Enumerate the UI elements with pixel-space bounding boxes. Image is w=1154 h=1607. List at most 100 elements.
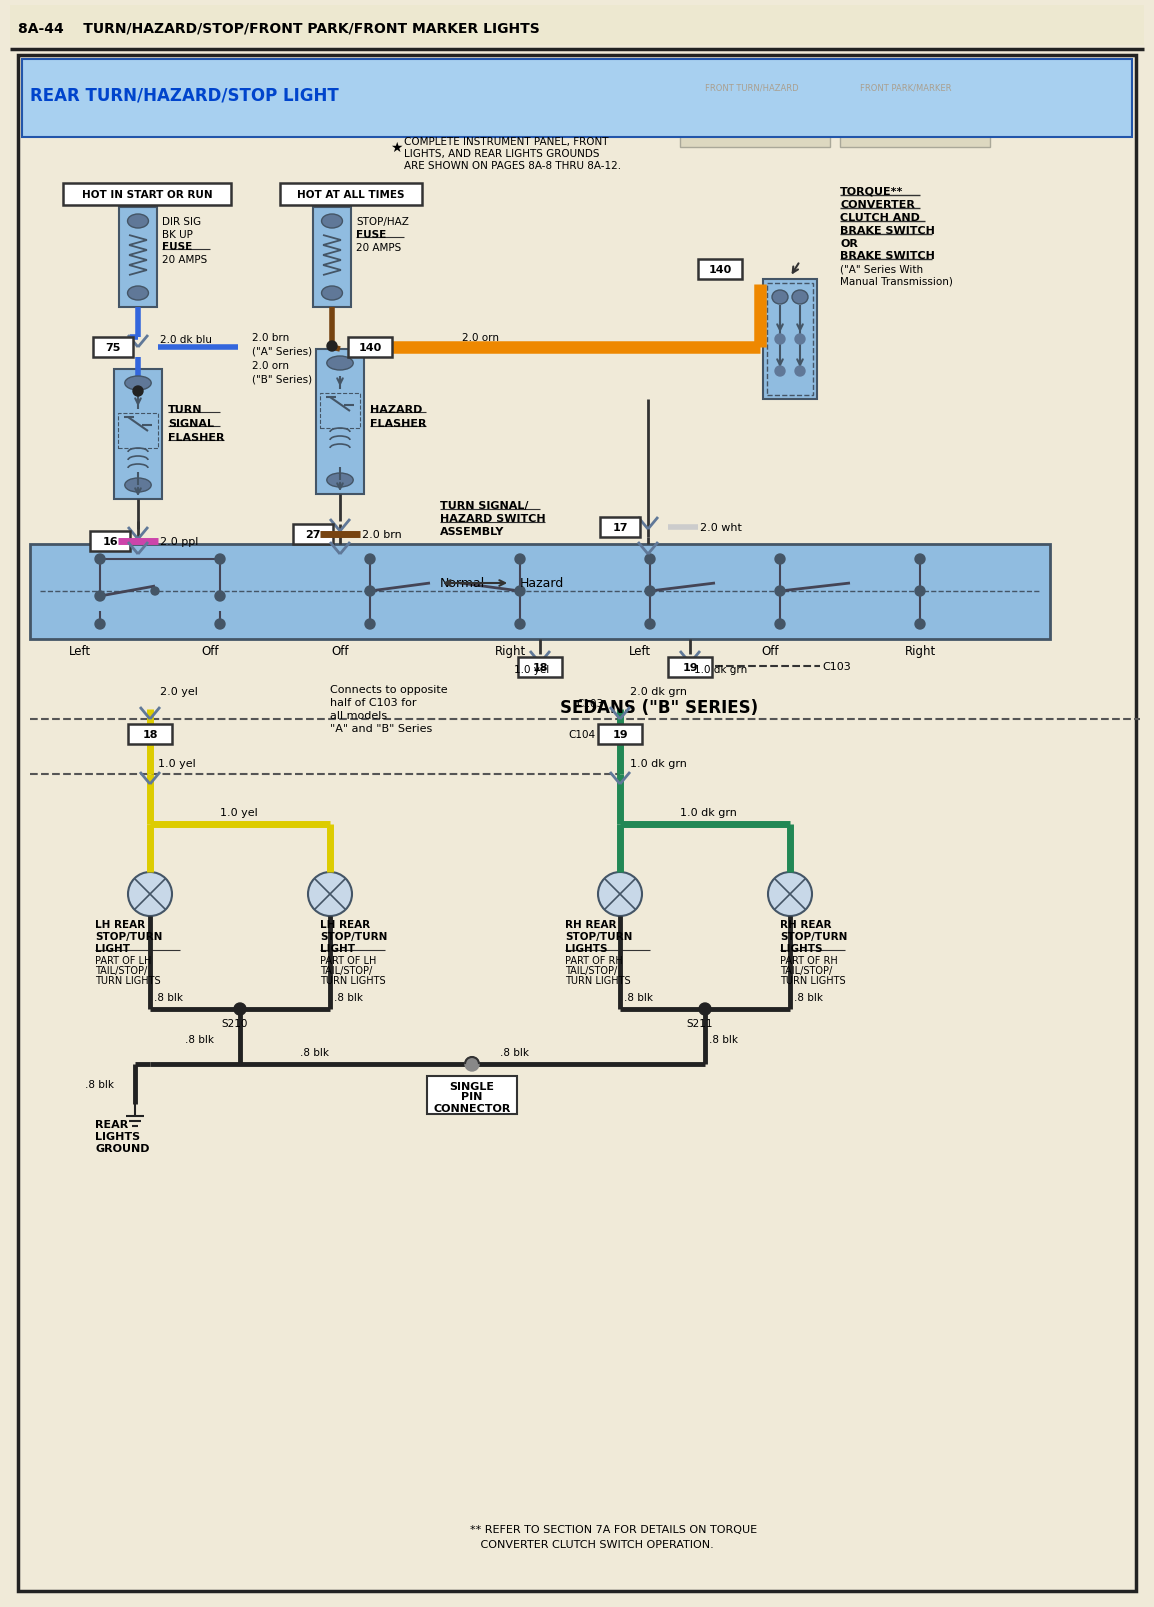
Ellipse shape bbox=[128, 286, 149, 301]
Text: FLASHER: FLASHER bbox=[370, 419, 427, 429]
Text: 8A-44    TURN/HAZARD/STOP/FRONT PARK/FRONT MARKER LIGHTS: 8A-44 TURN/HAZARD/STOP/FRONT PARK/FRONT … bbox=[18, 21, 540, 35]
Text: LIGHTS: LIGHTS bbox=[780, 943, 823, 953]
Text: CONNECTOR: CONNECTOR bbox=[433, 1104, 511, 1114]
Text: "A" and "B" Series: "A" and "B" Series bbox=[330, 723, 433, 733]
Text: CONVERTER: CONVERTER bbox=[840, 199, 915, 211]
Text: .8 blk: .8 blk bbox=[794, 993, 823, 1003]
Text: LIGHT: LIGHT bbox=[95, 943, 130, 953]
Bar bbox=[668, 657, 712, 678]
Text: Hazard: Hazard bbox=[520, 577, 564, 590]
Text: LH REAR: LH REAR bbox=[320, 919, 370, 929]
Bar bbox=[598, 725, 642, 744]
Circle shape bbox=[465, 1057, 479, 1072]
Circle shape bbox=[515, 620, 525, 630]
Circle shape bbox=[915, 587, 926, 596]
Text: Off: Off bbox=[331, 644, 349, 659]
Circle shape bbox=[95, 554, 105, 564]
Bar bbox=[767, 284, 814, 395]
Circle shape bbox=[365, 554, 375, 564]
Text: Off: Off bbox=[201, 644, 219, 659]
Circle shape bbox=[308, 873, 352, 916]
Circle shape bbox=[645, 554, 655, 564]
Bar bbox=[114, 370, 162, 500]
Text: CONVERTER CLUTCH SWITCH OPERATION.: CONVERTER CLUTCH SWITCH OPERATION. bbox=[470, 1540, 714, 1549]
Text: HOT AT ALL TIMES: HOT AT ALL TIMES bbox=[298, 190, 405, 199]
Text: .8 blk: .8 blk bbox=[185, 1035, 213, 1045]
Text: TURN LIGHTS: TURN LIGHTS bbox=[780, 975, 846, 985]
Text: 2.0 wht: 2.0 wht bbox=[700, 522, 742, 532]
Text: LIGHT: LIGHT bbox=[320, 943, 355, 953]
Text: TAIL/STOP/: TAIL/STOP/ bbox=[95, 966, 148, 975]
Text: 2.0 orn: 2.0 orn bbox=[252, 362, 288, 371]
Text: OR: OR bbox=[840, 239, 857, 249]
Bar bbox=[313, 207, 351, 309]
Text: FRONT PARK/MARKER: FRONT PARK/MARKER bbox=[860, 84, 952, 93]
Text: GROUND: GROUND bbox=[95, 1143, 150, 1154]
Text: TAIL/STOP/: TAIL/STOP/ bbox=[320, 966, 373, 975]
Text: TURN LIGHTS: TURN LIGHTS bbox=[565, 975, 630, 985]
Text: HAZARD SWITCH: HAZARD SWITCH bbox=[440, 514, 546, 524]
Text: PART OF LH: PART OF LH bbox=[95, 956, 151, 966]
Text: CLUTCH AND: CLUTCH AND bbox=[840, 212, 920, 223]
Text: 1.0 dk grn: 1.0 dk grn bbox=[630, 759, 687, 768]
Bar bbox=[698, 260, 742, 280]
Circle shape bbox=[775, 334, 785, 346]
Text: BRAKE SWITCH: BRAKE SWITCH bbox=[840, 227, 935, 236]
Text: Right: Right bbox=[494, 644, 525, 659]
Bar bbox=[93, 337, 133, 358]
Text: 17: 17 bbox=[613, 522, 628, 532]
Circle shape bbox=[215, 554, 225, 564]
Text: STOP/TURN: STOP/TURN bbox=[95, 932, 163, 942]
Text: Left: Left bbox=[69, 644, 91, 659]
Text: SINGLE: SINGLE bbox=[450, 1082, 495, 1091]
Text: PART OF LH: PART OF LH bbox=[320, 956, 376, 966]
Text: .8 blk: .8 blk bbox=[709, 1035, 739, 1045]
Text: PART OF RH: PART OF RH bbox=[565, 956, 623, 966]
Text: RH REAR: RH REAR bbox=[565, 919, 616, 929]
Text: 2.0 ppl: 2.0 ppl bbox=[160, 537, 198, 546]
Circle shape bbox=[915, 620, 926, 630]
Circle shape bbox=[128, 873, 172, 916]
Circle shape bbox=[645, 620, 655, 630]
Text: TURN LIGHTS: TURN LIGHTS bbox=[320, 975, 385, 985]
Text: TURN SIGNAL/: TURN SIGNAL/ bbox=[440, 501, 529, 511]
Text: TURN LIGHTS: TURN LIGHTS bbox=[95, 975, 160, 985]
Circle shape bbox=[775, 587, 785, 596]
Text: .8 blk: .8 blk bbox=[300, 1048, 329, 1057]
Text: TORQUE**: TORQUE** bbox=[840, 186, 904, 198]
Circle shape bbox=[133, 387, 143, 397]
Text: LIGHTS: LIGHTS bbox=[95, 1131, 140, 1141]
Circle shape bbox=[515, 554, 525, 564]
Text: 140: 140 bbox=[709, 265, 732, 275]
Text: ** REFER TO SECTION 7A FOR DETAILS ON TORQUE: ** REFER TO SECTION 7A FOR DETAILS ON TO… bbox=[470, 1523, 757, 1535]
Text: Manual Transmission): Manual Transmission) bbox=[840, 276, 953, 286]
Text: ("A" Series With: ("A" Series With bbox=[840, 265, 923, 275]
Text: BK UP: BK UP bbox=[162, 230, 193, 239]
Text: 2.0 yel: 2.0 yel bbox=[160, 686, 197, 696]
Bar bbox=[30, 545, 1050, 640]
Bar bbox=[316, 350, 364, 495]
Ellipse shape bbox=[322, 215, 343, 228]
Text: SEDANS ("B" SERIES): SEDANS ("B" SERIES) bbox=[560, 699, 758, 717]
Text: DIR SIG: DIR SIG bbox=[162, 217, 201, 227]
Circle shape bbox=[598, 873, 642, 916]
Circle shape bbox=[151, 588, 159, 596]
Text: ("B" Series): ("B" Series) bbox=[252, 374, 312, 384]
Text: Off: Off bbox=[762, 644, 779, 659]
Bar bbox=[349, 337, 392, 358]
Bar bbox=[518, 657, 562, 678]
Circle shape bbox=[645, 587, 655, 596]
Text: Left: Left bbox=[629, 644, 651, 659]
Circle shape bbox=[775, 554, 785, 564]
Circle shape bbox=[365, 587, 375, 596]
Text: REAR TURN/HAZARD/STOP LIGHT: REAR TURN/HAZARD/STOP LIGHT bbox=[30, 85, 339, 104]
Bar bbox=[840, 67, 990, 148]
Circle shape bbox=[699, 1003, 711, 1016]
Ellipse shape bbox=[792, 291, 808, 305]
Bar bbox=[63, 183, 231, 206]
Text: REAR: REAR bbox=[95, 1120, 128, 1130]
Circle shape bbox=[234, 1003, 246, 1016]
Bar bbox=[320, 394, 360, 429]
Circle shape bbox=[215, 620, 225, 630]
Text: 1.0 dk grn: 1.0 dk grn bbox=[680, 807, 737, 818]
